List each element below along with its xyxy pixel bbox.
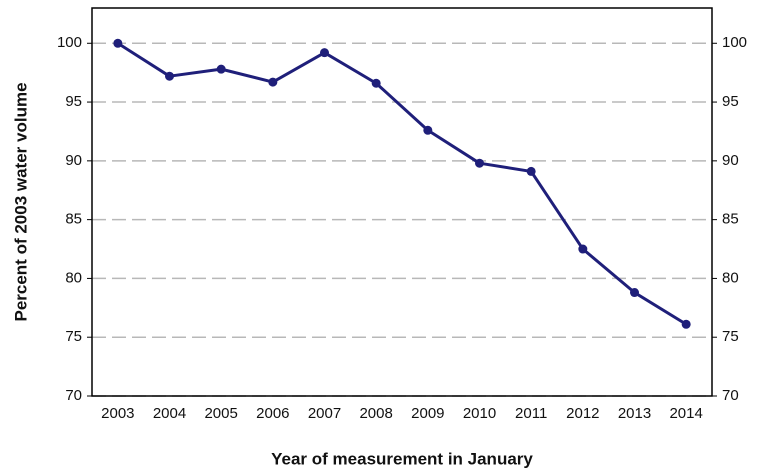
data-point xyxy=(371,78,381,88)
y-tick-label: 90 xyxy=(65,152,82,169)
data-line xyxy=(117,42,687,326)
x-axis-label: Year of measurement in January xyxy=(271,449,533,468)
plot-frame xyxy=(91,7,713,397)
data-point xyxy=(475,158,484,168)
x-tick-label: 2009 xyxy=(411,405,444,422)
data-point xyxy=(681,319,691,329)
data-point xyxy=(216,64,226,74)
y2-tick-label: 75 xyxy=(722,328,739,345)
data-point xyxy=(526,166,536,176)
x-tick-label: 2004 xyxy=(153,405,186,422)
data-point xyxy=(320,48,329,58)
x-tick-label: 2010 xyxy=(463,405,496,422)
data-point xyxy=(578,244,588,254)
data-point xyxy=(423,125,433,135)
y2-tick-label: 100 xyxy=(722,34,747,51)
x-tick-label: 2008 xyxy=(359,405,392,422)
y2-tick-label: 85 xyxy=(722,211,739,228)
y2-tick-label: 80 xyxy=(722,269,739,286)
data-point xyxy=(268,77,278,87)
x-tick-label: 2003 xyxy=(101,405,134,422)
x-tick-label: 2013 xyxy=(618,405,651,422)
data-point xyxy=(113,38,123,48)
data-point xyxy=(630,288,639,298)
x-tick-label: 2014 xyxy=(669,405,702,422)
x-tick-label: 2006 xyxy=(256,405,289,422)
y2-tick-label: 70 xyxy=(722,387,739,404)
x-tick-label: 2005 xyxy=(204,405,237,422)
y-axis-label: Percent of 2003 water volume xyxy=(11,82,30,321)
y-tick-label: 70 xyxy=(65,387,82,404)
y-tick-label: 85 xyxy=(65,211,82,228)
x-tick-label: 2011 xyxy=(515,405,547,422)
y-tick-label: 75 xyxy=(65,328,82,345)
y-tick-label: 95 xyxy=(65,93,82,110)
data-point xyxy=(165,71,174,81)
y2-tick-label: 95 xyxy=(722,93,739,110)
y2-tick-label: 90 xyxy=(722,152,739,169)
x-tick-label: 2007 xyxy=(308,405,341,422)
x-tick-label: 2012 xyxy=(566,405,599,422)
y-tick-label: 100 xyxy=(57,34,82,51)
y-tick-label: 80 xyxy=(65,269,82,286)
